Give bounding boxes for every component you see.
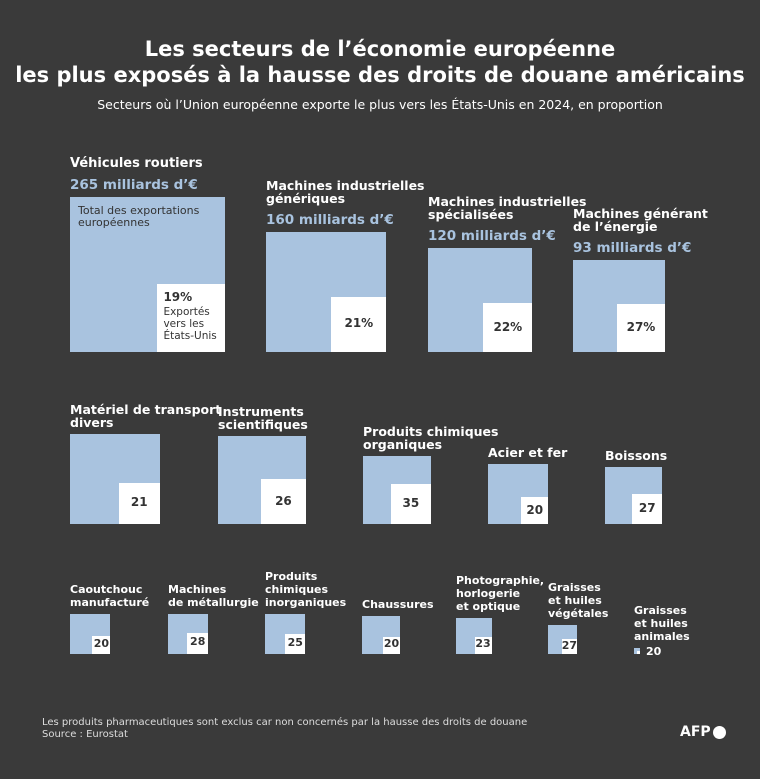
category-label: Chaussures — [362, 598, 434, 611]
share-label: 20 — [383, 637, 400, 651]
total-label: 265 milliards d’€ — [70, 176, 198, 193]
share-label: 27 — [638, 501, 656, 516]
share-square — [118, 482, 160, 524]
total-square — [634, 647, 641, 654]
note: Les produits pharmaceutiques sont exclus… — [42, 717, 528, 728]
category-name: Graisses et huiles végétales — [548, 581, 609, 621]
share-square — [383, 636, 401, 654]
share-square — [483, 303, 533, 352]
category-label: Machines industrielles génériques 160 mil… — [266, 179, 425, 227]
category-name: Chaussures — [362, 597, 434, 611]
category-name: Produits chimiques inorganiques — [265, 569, 347, 609]
share-label: 23 — [475, 637, 491, 651]
total-label: 160 milliards d’€ — [266, 211, 394, 228]
credit-text: AFP — [680, 724, 711, 740]
share-label: 20 — [646, 645, 662, 658]
share-label: 26 — [275, 493, 292, 508]
chart-subtitle: Secteurs où l’Union européenne exporte l… — [97, 97, 663, 112]
share-square — [521, 497, 549, 524]
notes: Les produits pharmaceutiques sont exclus… — [42, 717, 527, 741]
category-name: Matériel de transport divers — [70, 402, 222, 431]
logo-dot — [712, 725, 726, 739]
total-label: 93 milliards d’€ — [573, 240, 692, 257]
share-label: 35 — [402, 495, 420, 510]
share-square — [637, 651, 641, 654]
share-label: 20 — [93, 636, 110, 650]
share-label: 21% — [344, 316, 374, 331]
category-name: Instruments scientifiques — [218, 404, 308, 433]
total-label: 120 milliards d’€ — [428, 227, 556, 244]
category-name: Caoutchouc manufacturé — [70, 582, 150, 609]
share-label: 27% — [626, 320, 656, 335]
category-label: Acier et fer — [488, 446, 567, 459]
share-square — [157, 284, 226, 352]
category-label: Véhicules routiers 265 milliards d’€ — [70, 157, 203, 192]
share-square — [474, 636, 492, 654]
category-label: Boissons — [605, 449, 667, 462]
category-label: Machines industrielles spécialisées 120 m… — [428, 195, 587, 243]
share-square — [390, 483, 431, 524]
legend-total: Total des exportations européennes — [78, 203, 200, 229]
category-name: Machines de métallurgie — [168, 582, 259, 609]
share-square — [285, 633, 306, 654]
category-name: Boissons — [605, 447, 668, 463]
share-label: 25 — [287, 635, 303, 649]
share-square — [632, 494, 663, 524]
share-square — [187, 632, 209, 654]
category-label: Caoutchouc manufacturé — [70, 583, 149, 609]
chart-title: Les secteurs de l’économie européenne le… — [15, 37, 745, 87]
category-label: Produits chimiques inorganiques — [265, 570, 346, 609]
category-name: Photographie, horlogerie et optique — [456, 574, 545, 614]
category-name: Machines industrielles spécialisées — [428, 193, 587, 222]
share-square — [331, 296, 387, 352]
share-label: 20 — [526, 502, 544, 517]
category-name: Machines industrielles génériques — [266, 177, 425, 206]
share-label: 21 — [130, 495, 148, 510]
share-label: 27 — [561, 638, 578, 652]
category-name: Machines générant de l’énergie — [573, 206, 708, 235]
share-label: 22% — [493, 319, 523, 334]
share-label: 28 — [190, 635, 206, 649]
category-name: Graisses et huiles animales — [634, 603, 690, 643]
share-square — [261, 479, 306, 524]
category-label: Photographie, horlogerie et optique — [456, 574, 544, 613]
category-name: Véhicules routiers — [70, 155, 203, 171]
category-label: Graisses et huiles animales — [634, 604, 690, 643]
category-label: Instruments scientifiques — [218, 405, 308, 431]
category-label: Machines générant de l’énergie 93 milliar… — [573, 207, 708, 255]
category-name: Produits chimiques organiques — [363, 424, 499, 452]
credit: AFP — [680, 724, 726, 740]
share-square — [561, 639, 577, 654]
category-label: Machines de métallurgie — [168, 583, 259, 609]
legend-share: Exportés vers les États-Unis — [163, 306, 217, 343]
category-label: Produits chimiques organiques — [363, 425, 498, 451]
share-square — [92, 635, 111, 654]
share-label: 19% — [163, 290, 193, 305]
source: Source : Eurostat — [42, 729, 128, 740]
category-label: Graisses et huiles végétales — [548, 581, 608, 620]
category-label: Matériel de transport divers — [70, 403, 221, 429]
share-square — [617, 304, 665, 352]
category-name: Acier et fer — [488, 444, 568, 460]
